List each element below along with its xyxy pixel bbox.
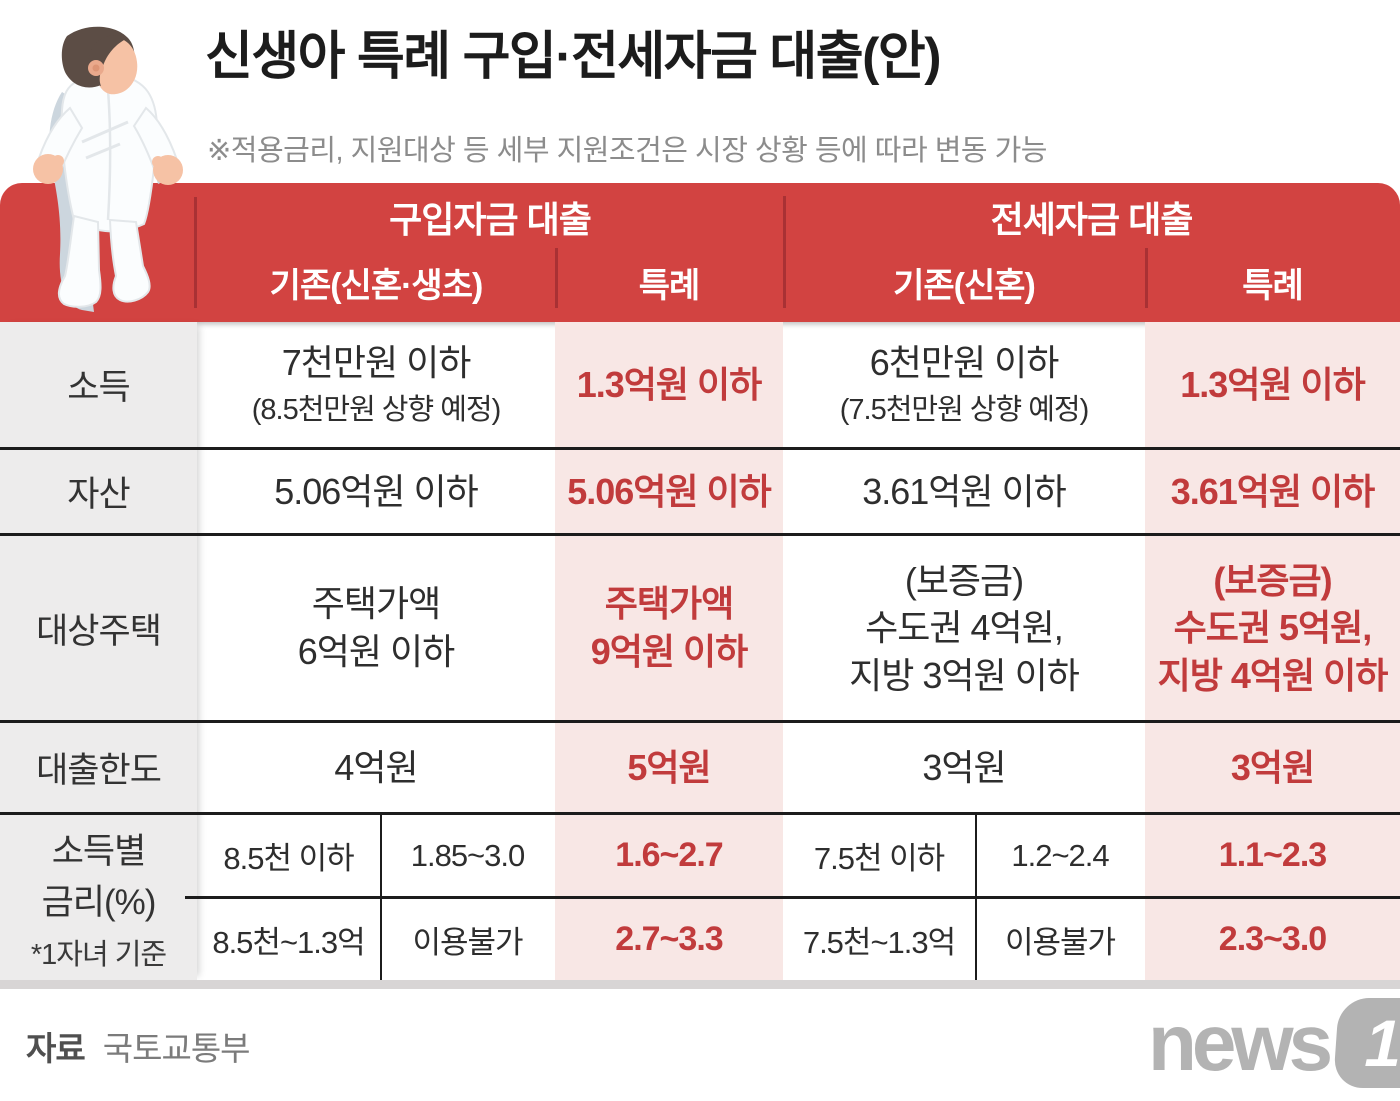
cell-line: 주택가액 bbox=[311, 583, 441, 625]
cell-line: 7천만원 이하 bbox=[281, 342, 472, 384]
table-header-band: 구입자금 대출 전세자금 대출 기존(신혼·생초) 특례 기존(신혼) 특례 bbox=[0, 183, 1400, 322]
header-divider bbox=[1145, 248, 1148, 308]
cell-limit-special-jeonse: 3억원 bbox=[1145, 723, 1400, 812]
cell-line: 6억원 이하 bbox=[297, 631, 456, 672]
page-title: 신생아 특례 구입·전세자금 대출(안) bbox=[205, 28, 942, 86]
cell-assets-existing-purchase: 5.06억원 이하 bbox=[197, 450, 555, 533]
cell-housing-special-jeonse: (보증금) 수도권 5억원, 지방 4억원 이하 bbox=[1145, 536, 1400, 720]
header-divider bbox=[194, 197, 197, 308]
cell-rate1-income-jeonse: 7.5천 이하 bbox=[813, 841, 945, 876]
news1-logo-text: news bbox=[1148, 998, 1333, 1087]
cell-line: 5억원 bbox=[627, 746, 711, 788]
header-divider bbox=[555, 248, 558, 308]
cell-subnote: (7.5천만원 상향 예정) bbox=[839, 393, 1090, 426]
cell-housing-special-purchase: 주택가액 9억원 이하 bbox=[555, 536, 783, 720]
row-label-rate: 소득별 금리(%) *1자녀 기준 bbox=[0, 815, 197, 980]
rate-label-line: 소득별 bbox=[51, 831, 147, 871]
column-special-jeonse: 특례 bbox=[1242, 266, 1304, 305]
rate-row-divider bbox=[185, 896, 1400, 899]
cell-line: 1.3억원 이하 bbox=[1180, 363, 1366, 405]
cell-line: 3억원 bbox=[1230, 746, 1315, 788]
row-label-assets: 자산 bbox=[67, 475, 130, 514]
row-divider bbox=[0, 533, 1400, 536]
table-bottom-shadow bbox=[0, 980, 1400, 989]
cell-rate2-special-jeonse: 2.3~3.0 bbox=[1218, 920, 1327, 958]
cell-housing-existing-jeonse: (보증금) 수도권 4억원, 지방 3억원 이하 bbox=[783, 536, 1145, 720]
cell-line: 5.06억원 이하 bbox=[274, 470, 479, 512]
column-existing-jeonse: 기존(신혼) bbox=[893, 266, 1036, 305]
row-label-limit: 대출한도 bbox=[36, 751, 162, 790]
highlight-column-jeonse bbox=[1145, 322, 1400, 980]
cell-line: 5.06억원 이하 bbox=[567, 470, 772, 512]
row-label-income: 소득 bbox=[67, 368, 130, 407]
cell-rate1-special-purchase: 1.6~2.7 bbox=[615, 836, 723, 874]
cell-line: 주택가액 bbox=[604, 583, 734, 625]
news1-logo: news 1 bbox=[1148, 998, 1400, 1088]
cell-line: 지방 4억원 이하 bbox=[1157, 654, 1389, 696]
rate-label-line: 금리(%) bbox=[41, 882, 157, 922]
cell-rate1-existing-jeonse: 1.2~2.4 bbox=[1011, 837, 1109, 873]
source-value: 국토교통부 bbox=[102, 1030, 251, 1067]
cell-line: 수도권 4억원, bbox=[865, 607, 1064, 649]
column-group-jeonse: 전세자금 대출 bbox=[990, 199, 1194, 240]
cell-income-special-purchase: 1.3억원 이하 bbox=[555, 322, 783, 447]
cell-line: 지방 3억원 이하 bbox=[849, 654, 1080, 696]
cell-income-special-jeonse: 1.3억원 이하 bbox=[1145, 322, 1400, 447]
cell-limit-special-purchase: 5억원 bbox=[555, 723, 783, 812]
cell-rate2-existing-jeonse: 이용불가 bbox=[1004, 925, 1116, 960]
cell-line: (보증금) bbox=[1213, 559, 1332, 601]
row-divider bbox=[0, 812, 1400, 815]
news1-logo-badge: 1 bbox=[1332, 998, 1400, 1088]
cell-rate2-special-purchase: 2.7~3.3 bbox=[615, 920, 723, 958]
cell-line: 수도권 5억원, bbox=[1173, 607, 1373, 649]
cell-assets-existing-jeonse: 3.61억원 이하 bbox=[783, 450, 1145, 533]
cell-line: 4억원 bbox=[334, 746, 418, 788]
cell-line: 3.61억원 이하 bbox=[862, 470, 1067, 512]
cell-income-existing-purchase: 7천만원 이하 (8.5천만원 상향 예정) bbox=[197, 322, 555, 447]
cell-line: 1.3억원 이하 bbox=[576, 363, 763, 405]
header-divider bbox=[783, 196, 786, 308]
cell-line: (보증금) bbox=[904, 559, 1024, 601]
cell-rate1-special-jeonse: 1.1~2.3 bbox=[1218, 836, 1327, 874]
cell-subnote: (8.5천만원 상향 예정) bbox=[251, 393, 502, 426]
row-divider bbox=[0, 720, 1400, 723]
column-existing-purchase: 기존(신혼·생초) bbox=[269, 266, 484, 305]
rate-column-divider bbox=[380, 812, 382, 980]
highlight-column-purchase bbox=[555, 322, 783, 980]
column-special-purchase: 특례 bbox=[638, 266, 701, 305]
cell-assets-special-jeonse: 3.61억원 이하 bbox=[1145, 450, 1400, 533]
source-credit: 자료 국토교통부 bbox=[26, 1022, 251, 1070]
cell-assets-special-purchase: 5.06억원 이하 bbox=[555, 450, 783, 533]
column-group-purchase: 구입자금 대출 bbox=[389, 199, 592, 240]
cell-limit-existing-jeonse: 3억원 bbox=[783, 723, 1145, 812]
cell-rate2-income-jeonse: 7.5천~1.3억 bbox=[802, 925, 956, 960]
row-divider bbox=[0, 447, 1400, 450]
row-label-column bbox=[0, 322, 197, 980]
source-label: 자료 bbox=[26, 1030, 86, 1067]
cell-rate1-existing-purchase: 1.85~3.0 bbox=[410, 837, 526, 873]
cell-line: 3억원 bbox=[922, 746, 1006, 788]
row-label-housing: 대상주택 bbox=[36, 611, 162, 651]
page-subtitle: ※적용금리, 지원대상 등 세부 지원조건은 시장 상황 등에 따라 변동 가능 bbox=[207, 135, 1047, 167]
cell-income-existing-jeonse: 6천만원 이하 (7.5천만원 상향 예정) bbox=[783, 322, 1145, 447]
cell-line: 3.61억원 이하 bbox=[1170, 470, 1376, 512]
cell-rate2-income-purchase: 8.5천~1.3억 bbox=[212, 925, 365, 960]
cell-line: 9억원 이하 bbox=[590, 631, 749, 672]
baby-illustration bbox=[33, 26, 183, 312]
rate-label-note: *1자녀 기준 bbox=[30, 938, 167, 971]
cell-rate1-income-purchase: 8.5천 이하 bbox=[223, 841, 354, 876]
cell-housing-existing-purchase: 주택가액 6억원 이하 bbox=[197, 536, 555, 720]
cell-limit-existing-purchase: 4억원 bbox=[197, 723, 555, 812]
rate-column-divider bbox=[975, 812, 977, 980]
cell-rate2-existing-purchase: 이용불가 bbox=[412, 925, 523, 960]
cell-line: 6천만원 이하 bbox=[869, 342, 1060, 384]
